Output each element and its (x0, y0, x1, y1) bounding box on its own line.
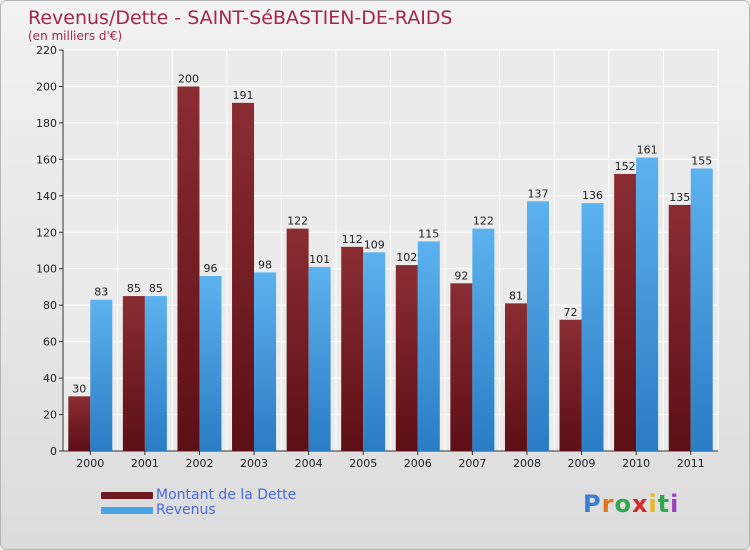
y-tick-label: 80 (43, 299, 57, 312)
bar-dette-2004 (286, 228, 309, 451)
chart-title: Revenus/Dette - SAINT-SéBASTIEN-DE-RAIDS (28, 7, 453, 29)
bar-revenus-2001 (144, 296, 167, 451)
logo-letter: i (648, 490, 658, 518)
bar-dette-2009 (559, 319, 582, 451)
y-tick-label: 40 (43, 372, 57, 385)
x-tick-label: 2009 (568, 457, 596, 470)
legend-label-dette: Montant de la Dette (156, 487, 297, 503)
data-label-revenus-2005: 109 (364, 238, 385, 251)
y-tick-label: 140 (36, 190, 57, 203)
x-tick-label: 2004 (295, 457, 323, 470)
bar-dette-2001 (122, 296, 145, 451)
bar-revenus-2008 (526, 201, 549, 451)
data-label-dette-2008: 81 (509, 289, 523, 302)
x-tick-label: 2001 (131, 457, 159, 470)
y-tick-label: 180 (36, 117, 57, 130)
y-tick-label: 20 (43, 409, 57, 422)
bar-revenus-2007 (472, 228, 495, 451)
data-label-revenus-2003: 98 (258, 258, 272, 271)
x-tick-label: 2005 (349, 457, 377, 470)
legend-swatch-dette (101, 492, 153, 499)
grid-lines (62, 49, 719, 452)
bars (68, 86, 713, 452)
bar-revenus-2000 (90, 299, 113, 451)
x-tick-label: 2007 (458, 457, 486, 470)
bar-dette-2002 (177, 86, 200, 452)
x-tick-label: 2010 (622, 457, 650, 470)
legend-swatch-revenus (101, 507, 153, 514)
bar-dette-2000 (68, 396, 91, 451)
bar-revenus-2003 (254, 272, 277, 451)
data-label-dette-2011: 135 (669, 191, 690, 204)
bar-revenus-2010 (636, 157, 659, 452)
bar-dette-2007 (450, 283, 473, 451)
data-label-revenus-2009: 136 (582, 189, 603, 202)
proxiti-logo: Proxiti (583, 490, 679, 518)
data-label-revenus-2004: 101 (309, 253, 330, 266)
x-tick-label: 2011 (677, 457, 705, 470)
y-tick-label: 160 (36, 153, 57, 166)
bar-revenus-2005 (363, 252, 386, 451)
bar-dette-2008 (504, 303, 527, 451)
y-tick-label: 200 (36, 80, 57, 93)
bar-dette-2006 (395, 265, 418, 451)
legend-item-revenus: Revenus (101, 503, 296, 518)
data-label-dette-2003: 191 (233, 89, 254, 102)
y-tick-label: 0 (50, 445, 57, 458)
data-label-revenus-2001: 85 (149, 282, 163, 295)
data-label-revenus-2000: 83 (94, 286, 108, 299)
data-label-revenus-2011: 155 (691, 154, 712, 167)
bar-dette-2003 (232, 102, 255, 451)
y-tick-label: 60 (43, 336, 57, 349)
logo-letter: x (631, 490, 649, 518)
data-label-revenus-2006: 115 (418, 227, 439, 240)
data-label-revenus-2007: 122 (473, 215, 494, 228)
x-tick-label: 2006 (404, 457, 432, 470)
data-label-revenus-2008: 137 (527, 187, 548, 200)
logo-letter: i (670, 490, 680, 518)
bar-revenus-2004 (308, 266, 331, 451)
bar-revenus-2002 (199, 276, 222, 451)
bar-dette-2005 (341, 246, 364, 451)
axes: 0 20 40 60 80 100 120 140 160 180 200 220 2000 2001 20… (36, 44, 718, 470)
data-label-dette-2010: 152 (615, 160, 636, 173)
bar-revenus-2009 (581, 203, 604, 451)
logo-letter: r (601, 490, 615, 518)
x-tick-label: 2003 (240, 457, 268, 470)
bar-revenus-2011 (690, 168, 713, 451)
chart-subtitle: (en milliers d'€) (28, 29, 123, 43)
y-tick-label: 100 (36, 263, 57, 276)
data-label-dette-2002: 200 (178, 72, 199, 85)
data-label-dette-2007: 92 (454, 269, 468, 282)
logo-letter: P (583, 490, 602, 518)
data-label-revenus-2002: 96 (203, 262, 217, 275)
legend-label-revenus: Revenus (156, 502, 216, 518)
data-label-dette-2000: 30 (72, 382, 86, 395)
data-label-revenus-2010: 161 (637, 144, 658, 157)
bar-dette-2011 (668, 204, 691, 451)
data-label-dette-2009: 72 (564, 306, 578, 319)
bar-revenus-2006 (417, 241, 440, 451)
bar-dette-2010 (614, 173, 637, 452)
x-tick-label: 2002 (185, 457, 213, 470)
logo-letter: o (614, 490, 632, 518)
data-label-dette-2004: 122 (287, 215, 308, 228)
y-tick-label: 220 (36, 44, 57, 57)
data-label-dette-2001: 85 (127, 282, 141, 295)
x-tick-label: 2008 (513, 457, 541, 470)
legend-item-dette: Montant de la Dette (101, 488, 296, 503)
x-tick-label: 2000 (76, 457, 104, 470)
y-tick-label: 120 (36, 226, 57, 239)
legend: Montant de la Dette Revenus (101, 488, 296, 518)
logo-letter: t (657, 490, 671, 518)
data-label-dette-2006: 102 (396, 251, 417, 264)
data-label-dette-2005: 112 (342, 233, 363, 246)
